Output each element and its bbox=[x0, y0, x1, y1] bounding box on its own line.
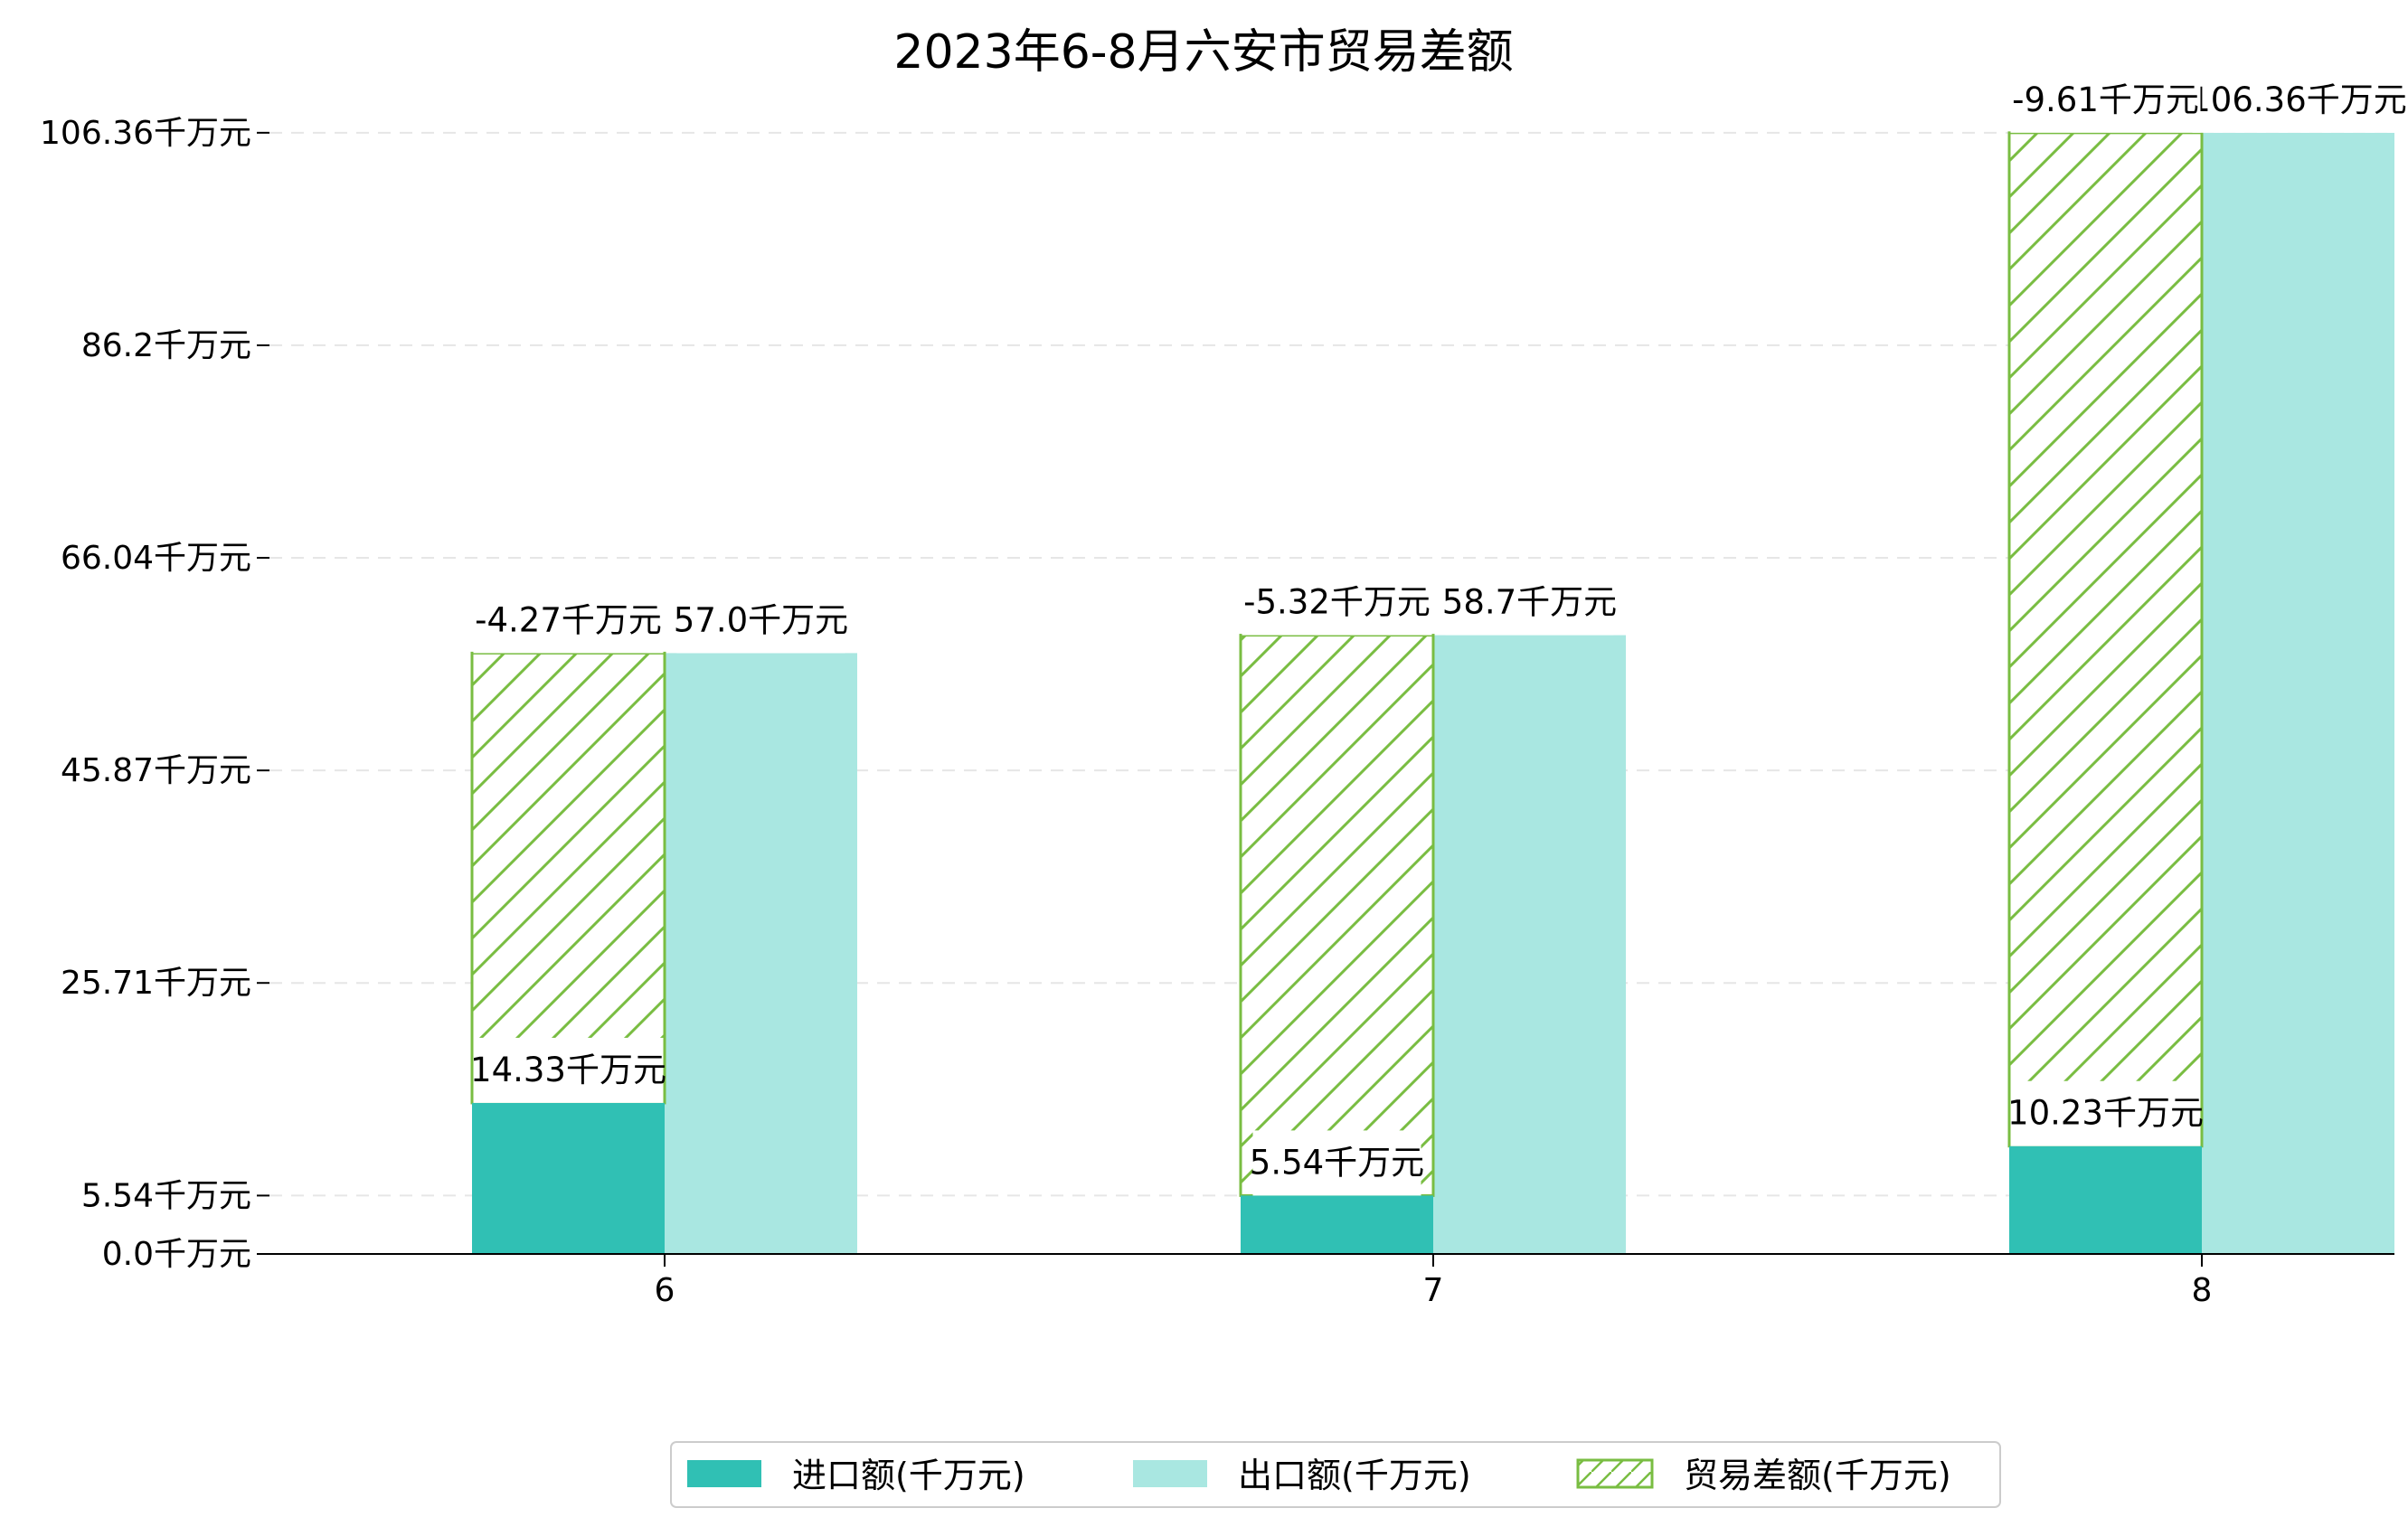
data-label-text: -4.27千万元 bbox=[475, 600, 662, 639]
y-tick-label: 106.36千万元 bbox=[40, 115, 251, 152]
data-label-text: -9.61千万元 bbox=[2012, 80, 2199, 119]
data-label-text: 106.36千万元 bbox=[2189, 80, 2406, 119]
legend-label-import: 进口额(千万元) bbox=[792, 1456, 1025, 1495]
legend-swatch-import bbox=[687, 1460, 761, 1487]
data-label-trade-balance: -9.61千万元 bbox=[2010, 67, 2201, 133]
data-label-text: -5.32千万元 bbox=[1243, 583, 1431, 622]
bar-trade-balance bbox=[2007, 131, 2204, 1148]
data-label-import: 14.33千万元 bbox=[470, 1037, 666, 1103]
data-label-box bbox=[473, 588, 664, 654]
legend-swatch-export bbox=[1133, 1460, 1207, 1487]
data-label-box bbox=[1242, 570, 1432, 636]
data-label-text: 14.33千万元 bbox=[470, 1051, 666, 1089]
data-labels: 14.33千万元 57.0千万元 -4.27千万元 5.54千万元 58.7千万元 -5.… bbox=[470, 67, 2407, 1196]
data-label-import: 10.23千万元 bbox=[2007, 1080, 2204, 1146]
data-label-box bbox=[1445, 570, 1614, 636]
legend-frame bbox=[670, 1441, 2001, 1508]
legend: 进口额(千万元) 出口额(千万元) 贸易差额(千万元) bbox=[670, 1441, 2001, 1508]
x-tick-label: 8 bbox=[2192, 1272, 2213, 1309]
bar-trade-balance bbox=[1239, 634, 1435, 1197]
data-label-box bbox=[676, 588, 845, 654]
y-tick-label: 0.0千万元 bbox=[102, 1236, 251, 1273]
bars bbox=[470, 131, 2394, 1254]
data-label-trade-balance: -5.32千万元 bbox=[1242, 570, 1432, 636]
legend-swatch-balance bbox=[1576, 1458, 1654, 1489]
bar-import bbox=[2009, 1145, 2202, 1254]
data-label-box bbox=[473, 1037, 664, 1103]
bar-import bbox=[472, 1102, 665, 1254]
chart-title: 2023年6-8月六安市贸易差额 bbox=[893, 25, 1513, 80]
data-label-box bbox=[2010, 1080, 2201, 1146]
x-tick-label: 6 bbox=[655, 1272, 675, 1309]
data-label-import: 5.54千万元 bbox=[1250, 1130, 1424, 1196]
data-label-box bbox=[2010, 67, 2201, 133]
y-tick-label: 25.71千万元 bbox=[61, 965, 251, 1002]
y-tick-label: 66.04千万元 bbox=[61, 540, 251, 577]
bar-trade-balance bbox=[470, 651, 666, 1105]
data-label-text: 57.0千万元 bbox=[674, 600, 848, 639]
bar-export bbox=[1433, 635, 1626, 1254]
y-axis-ticks: 0.0千万元 5.54千万元 25.71千万元 45.87千万元 66.04千万元 86.… bbox=[40, 115, 269, 1273]
data-label-trade-balance: -4.27千万元 bbox=[473, 588, 664, 654]
y-tick-label: 86.2千万元 bbox=[81, 327, 251, 364]
data-label-export: 106.36千万元 bbox=[2189, 67, 2407, 133]
data-label-text: 58.7千万元 bbox=[1442, 583, 1617, 622]
y-tick-label: 5.54千万元 bbox=[81, 1177, 251, 1214]
legend-label-balance: 贸易差额(千万元) bbox=[1684, 1456, 1951, 1495]
data-label-export: 58.7千万元 bbox=[1442, 570, 1617, 636]
data-label-text: 10.23千万元 bbox=[2007, 1094, 2204, 1133]
data-label-export: 57.0千万元 bbox=[674, 588, 848, 654]
y-tick-label: 45.87千万元 bbox=[61, 752, 251, 789]
data-label-box bbox=[1252, 1130, 1421, 1196]
bar-export bbox=[665, 653, 857, 1254]
x-axis-ticks: 6 7 8 bbox=[655, 1254, 2213, 1309]
x-tick-label: 7 bbox=[1423, 1272, 1444, 1309]
data-label-box bbox=[2192, 67, 2404, 133]
bar-import bbox=[1241, 1195, 1433, 1254]
bar-export bbox=[2202, 132, 2394, 1254]
data-label-text: 5.54千万元 bbox=[1250, 1143, 1424, 1182]
legend-label-export: 出口额(千万元) bbox=[1238, 1456, 1471, 1495]
